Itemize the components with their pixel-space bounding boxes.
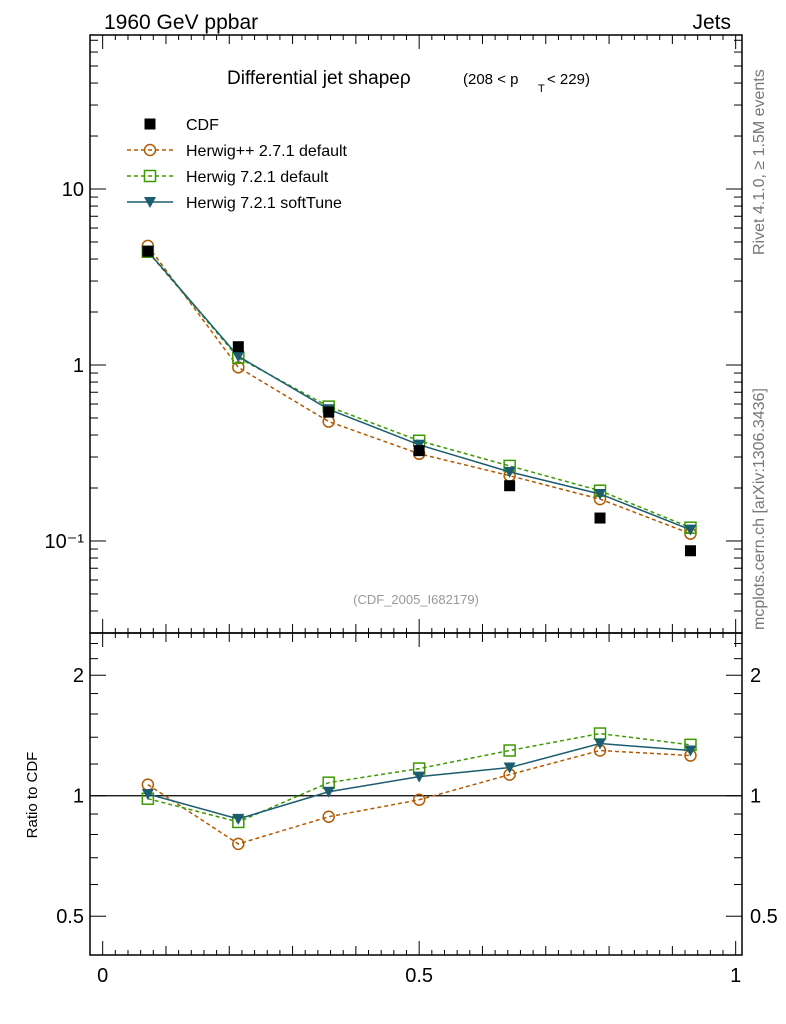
x-tick-label: 0.5 — [405, 965, 433, 987]
title-range-pre: (208 < p — [463, 71, 518, 88]
ratio-ylabel: Ratio to CDF — [24, 752, 41, 839]
ratio-y-tick-label: 1 — [73, 786, 84, 808]
ratio-y-tick-label: 0.5 — [56, 906, 84, 928]
herwig7_soft-main-line — [147, 250, 691, 531]
x-tick-label: 0 — [97, 965, 108, 987]
ratio-y-tick-label: 2 — [750, 665, 761, 687]
cdf-main-point — [594, 512, 606, 524]
axes: 0 0.5 1 10⁻¹ 1 10 0.5 0.5 1 1 2 2 — [45, 34, 778, 987]
herwigpp-ratio-point — [232, 837, 245, 851]
chart-title: Differential jet shapeρ (208 < p T < 229… — [227, 68, 590, 95]
herwig7_soft-ratio-point — [232, 813, 245, 825]
ratio-y-tick-label: 1 — [750, 786, 761, 808]
cdf-main-point — [142, 245, 154, 257]
herwigpp-main-point — [322, 415, 335, 428]
herwig7_soft-main-point — [594, 488, 607, 500]
legend-label: Herwig 7.2.1 default — [186, 169, 329, 186]
legend-marker — [143, 169, 157, 183]
legend-label: Herwig 7.2.1 softTune — [186, 195, 342, 212]
y-tick-label: 10⁻¹ — [45, 531, 85, 553]
herwig7_default-ratio-point — [503, 744, 516, 757]
herwig7_soft-ratio-point — [503, 762, 516, 774]
cdf-main-point — [684, 545, 696, 557]
legend-marker — [144, 118, 156, 130]
rivet-label: Rivet 4.1.0, ≥ 1.5M events — [751, 69, 768, 255]
main-series — [141, 239, 697, 557]
ratio-series — [141, 727, 697, 851]
legend-label: CDF — [186, 117, 219, 134]
analysis-id: (CDF_2005_I682179) — [353, 592, 479, 607]
title-range-sub: T — [538, 83, 545, 95]
legend-item: Herwig 7.2.1 softTune — [127, 195, 342, 212]
legend-marker — [143, 143, 157, 157]
herwig7_soft-ratio-point — [141, 788, 154, 800]
herwig7_soft-ratio-point — [684, 745, 697, 757]
herwig7_soft-ratio-point — [322, 786, 335, 798]
cdf-main-point — [413, 445, 425, 457]
ratio-y-tick-label: 2 — [73, 665, 84, 687]
ratio-frame — [89, 632, 743, 956]
header-left: 1960 GeV ppbar — [104, 11, 258, 34]
legend-label: Herwig++ 2.7.1 default — [186, 143, 348, 160]
herwig7_soft-main-point — [684, 524, 697, 536]
legend-item: Herwig++ 2.7.1 default — [127, 143, 348, 160]
y-tick-label: 10 — [62, 179, 84, 201]
y-tick-label: 1 — [73, 355, 84, 377]
mcplots-label: mcplots.cern.ch [arXiv:1306.3436] — [751, 388, 768, 630]
legend: CDF Herwig++ 2.7.1 default Herwig 7.2.1 de… — [127, 117, 348, 212]
title-main: Differential jet shapeρ — [227, 68, 411, 89]
title-range-post: < 229) — [547, 71, 590, 88]
herwig7_soft-main-point — [232, 351, 245, 363]
herwig7_default-main-line — [147, 251, 691, 529]
legend-item: CDF — [144, 117, 219, 134]
herwigpp-ratio-line — [147, 749, 691, 845]
herwig7_soft-main-point — [503, 466, 516, 478]
legend-marker — [144, 197, 156, 208]
ratio-y-tick-label: 0.5 — [750, 906, 778, 928]
legend-item: Herwig 7.2.1 default — [127, 169, 329, 186]
x-tick-label: 1 — [730, 965, 741, 987]
cdf-main-point — [232, 341, 244, 353]
herwig7_soft-ratio-point — [413, 771, 426, 783]
cdf-main-point — [504, 480, 516, 492]
herwig7_soft-ratio-point — [594, 738, 607, 750]
cdf-main-point — [323, 406, 335, 418]
header-right: Jets — [692, 11, 731, 34]
herwigpp-ratio-point — [412, 793, 426, 807]
herwigpp-ratio-point — [322, 810, 335, 824]
herwigpp-main-line — [147, 245, 691, 535]
